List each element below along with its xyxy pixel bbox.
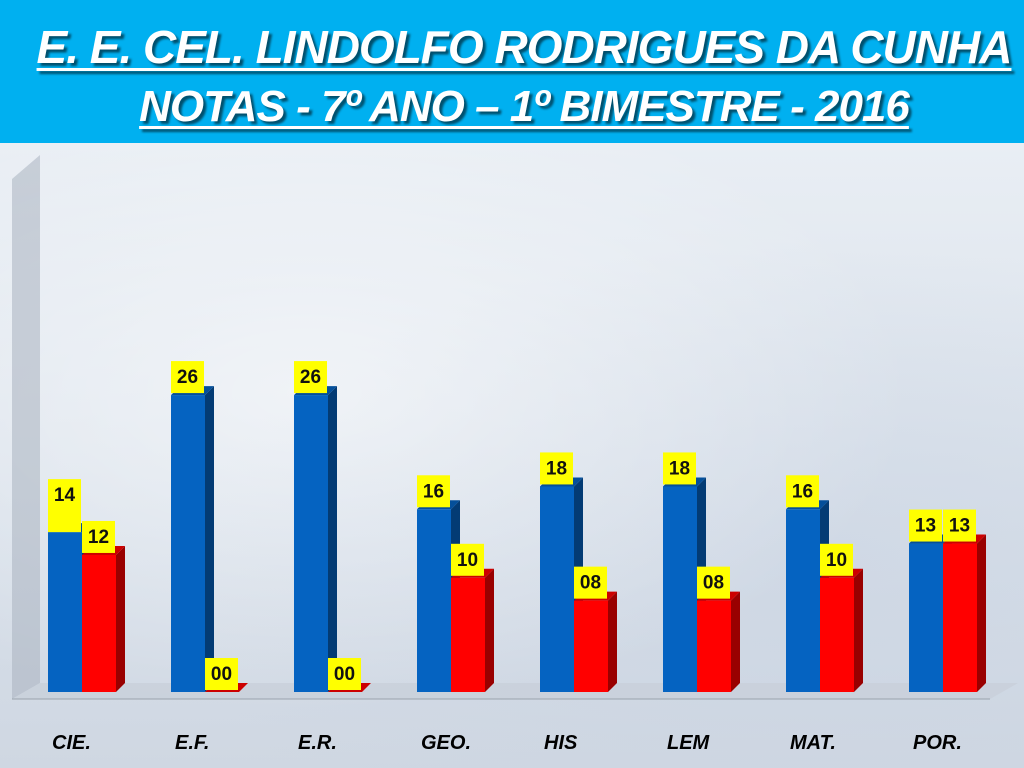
data-label-box: 08 [697,566,730,599]
data-label: 08 [580,573,601,594]
category-label: E.R. [298,732,337,754]
data-label-bg [48,479,81,533]
bar-side [977,534,986,692]
data-label: 16 [792,481,813,502]
category-label: GEO. [421,732,471,754]
chart-area: 14 12 CIE. 26 00 E.F. 26 00 E.R. 16 10 GEO. 18 08 HIS 1… [0,143,1024,768]
bar-front [540,486,574,692]
bar-front [909,543,943,692]
data-label-box: 18 [663,452,696,485]
data-label: 18 [546,458,567,479]
category-label: LEM [667,732,711,754]
category-label: POR. [913,732,962,754]
data-label-box: 14 [48,479,81,533]
data-label: 16 [423,481,444,502]
data-label: 13 [949,516,970,537]
bar-front [417,509,451,692]
data-label: 12 [88,527,109,548]
data-label: 10 [457,550,478,571]
data-label-box: 10 [451,543,484,576]
bar-front [574,600,608,692]
bar-side [854,568,863,692]
data-label-box: 16 [417,475,450,508]
data-label-bg [786,475,819,508]
chart-title: E. E. CEL. LINDOLFO RODRIGUES DA CUNHA [36,21,1013,73]
data-label-bg [205,658,238,690]
data-label: 13 [915,516,936,537]
bar-side [608,591,617,692]
bar-front [294,395,328,692]
category-label: E.F. [175,732,209,754]
data-label: 00 [334,664,355,685]
data-label: 14 [54,485,76,506]
data-label-box: 00 [205,658,238,690]
data-label: 10 [826,550,847,571]
bar-cie-series2 [82,545,125,692]
bar-front [820,577,854,692]
bar-er-series1 [294,386,337,692]
bar-front [786,509,820,692]
chart-walls [12,155,1018,700]
data-label-box: 13 [909,509,942,542]
data-label-bg [82,520,115,553]
category-label: CIE. [52,732,91,754]
bar-mat-series2 [820,568,863,692]
bar-por-series2 [943,534,986,692]
data-label-box: 18 [540,452,573,485]
chart-side-wall [12,155,40,699]
data-label-box: 00 [328,658,361,690]
data-label-bg [909,509,942,542]
data-label-bg [943,509,976,542]
bar-side [485,568,494,692]
bar-front [171,395,205,692]
data-label: 26 [177,367,198,388]
data-label-bg [451,543,484,576]
chart-subtitle: NOTAS - 7º ANO – 1º BIMESTRE - 2016 [139,82,910,131]
bar-ef-series1 [171,386,214,692]
bar-front [82,554,116,692]
data-label-bg [697,566,730,599]
category-label: HIS [544,732,578,754]
data-label-bg [328,658,361,690]
chart-header: E. E. CEL. LINDOLFO RODRIGUES DA CUNHA N… [0,0,1024,143]
bar-lem-series2 [697,591,740,692]
data-label-box: 10 [820,543,853,576]
data-label-bg [540,452,573,485]
bar-side [731,591,740,692]
bar-front [697,600,731,692]
bar-front [451,577,485,692]
data-label-box: 08 [574,566,607,599]
bar-side [328,386,337,692]
data-label-box: 26 [171,361,204,394]
data-label-bg [294,361,327,394]
data-label-box: 16 [786,475,819,508]
bar-geo-series2 [451,568,494,692]
chart-floor [12,683,1018,699]
data-label-bg [574,566,607,599]
labels-group: 14 12 CIE. 26 00 E.F. 26 00 E.R. 16 10 GEO. 18 08 HIS 1… [48,361,976,754]
data-label: 00 [211,664,232,685]
data-label-bg [417,475,450,508]
data-label: 18 [669,458,690,479]
bar-side [205,386,214,692]
bars-group [48,386,986,692]
data-label-box: 12 [82,520,115,553]
bar-side [116,545,125,692]
data-label-bg [663,452,696,485]
bar-chart: 14 12 CIE. 26 00 E.F. 26 00 E.R. 16 10 GEO. 18 08 HIS 1… [12,155,1018,754]
bar-his-series2 [574,591,617,692]
bar-front [48,532,82,692]
category-label: MAT. [790,732,836,754]
data-label-bg [820,543,853,576]
data-label-bg [171,361,204,394]
data-label-box: 26 [294,361,327,394]
data-label-box: 13 [943,509,976,542]
data-label: 08 [703,573,724,594]
bar-front [943,543,977,692]
bar-front [663,486,697,692]
data-label: 26 [300,367,321,388]
